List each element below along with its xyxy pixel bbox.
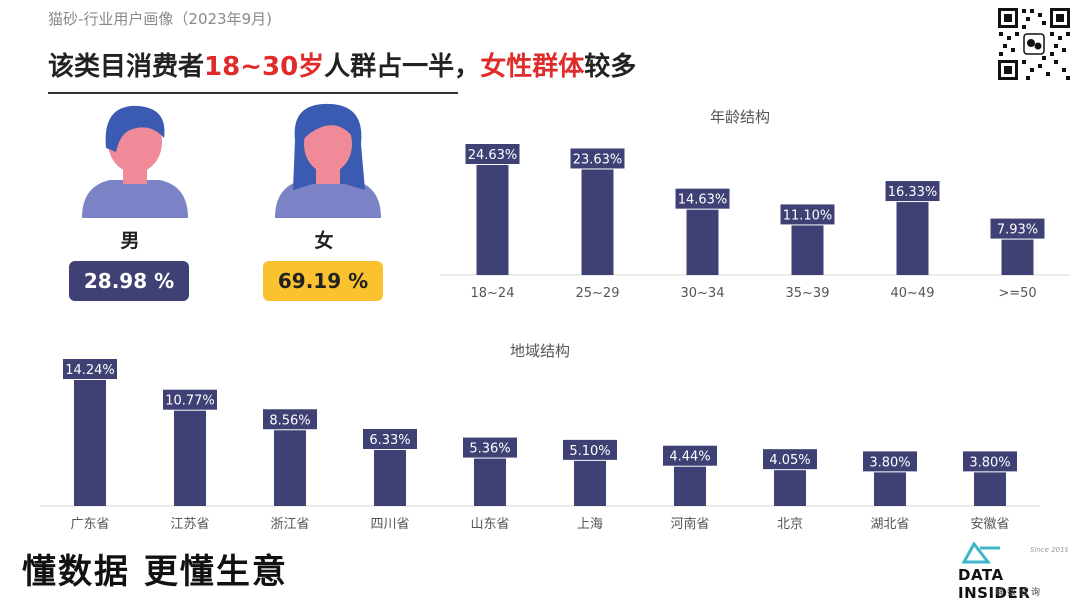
bar bbox=[474, 458, 506, 506]
bar bbox=[476, 165, 509, 275]
category-label: 四川省 bbox=[370, 517, 409, 532]
category-label: 安徽省 bbox=[970, 517, 1009, 532]
bar bbox=[674, 466, 706, 506]
logo-subtext: 解数咨询 bbox=[995, 588, 1044, 598]
bar bbox=[1001, 239, 1034, 275]
data-label: 14.63% bbox=[678, 193, 728, 208]
logo-text: DATA INSIDER bbox=[958, 566, 1031, 602]
category-label: 30~34 bbox=[681, 286, 725, 301]
data-label-box bbox=[570, 148, 625, 169]
bar bbox=[974, 472, 1006, 506]
category-label: 湖北省 bbox=[870, 517, 909, 532]
female-avatar-icon bbox=[275, 103, 381, 218]
bar bbox=[274, 430, 306, 506]
data-label-box bbox=[885, 181, 940, 202]
region-chart-title: 地域结构 bbox=[509, 342, 570, 360]
category-label: 18~24 bbox=[471, 286, 515, 301]
bar bbox=[581, 169, 614, 275]
data-label-box bbox=[465, 144, 520, 164]
bar bbox=[174, 410, 206, 506]
category-label: 浙江省 bbox=[270, 517, 309, 532]
bar bbox=[896, 202, 929, 275]
male-percentage-badge: 28.98 % bbox=[69, 261, 189, 301]
category-label: >=50 bbox=[998, 286, 1036, 301]
data-label-box bbox=[763, 449, 817, 470]
female-percentage-badge: 69.19 % bbox=[263, 261, 383, 301]
data-label-box bbox=[363, 428, 417, 449]
female-label: 女 bbox=[314, 230, 334, 252]
data-label: 8.56% bbox=[269, 413, 310, 428]
male-avatar-icon bbox=[82, 105, 188, 218]
data-label-box bbox=[263, 409, 317, 430]
data-label: 23.63% bbox=[573, 152, 623, 167]
data-label: 5.36% bbox=[469, 442, 510, 457]
data-label: 4.44% bbox=[669, 450, 710, 465]
data-label: 4.05% bbox=[769, 453, 810, 468]
bar bbox=[74, 380, 106, 506]
page-subtitle: 猫砂-行业用户画像（2023年9月) bbox=[48, 10, 272, 28]
category-label: 广东省 bbox=[70, 517, 109, 532]
category-label: 25~29 bbox=[576, 286, 620, 301]
data-label-box bbox=[463, 437, 517, 458]
bar bbox=[686, 209, 719, 275]
data-label-box bbox=[863, 451, 917, 472]
data-label-box bbox=[963, 451, 1017, 472]
male-label: 男 bbox=[120, 230, 140, 252]
qr-code-icon[interactable] bbox=[996, 6, 1072, 82]
data-label-box bbox=[163, 389, 217, 410]
data-label-box bbox=[675, 188, 730, 209]
data-insider-logo-icon: Since 2019 bbox=[961, 541, 1068, 564]
category-label: 35~39 bbox=[786, 286, 830, 301]
svg-text:Since 2019: Since 2019 bbox=[1030, 546, 1068, 554]
data-label: 24.63% bbox=[468, 148, 518, 163]
bar bbox=[774, 470, 806, 506]
category-label: 河南省 bbox=[670, 516, 709, 532]
data-label-box bbox=[63, 359, 117, 379]
data-label: 3.80% bbox=[869, 455, 910, 470]
headline-highlight-age: 18~30岁 bbox=[204, 52, 325, 82]
data-label: 10.77% bbox=[165, 394, 215, 409]
category-label: 山东省 bbox=[470, 517, 509, 532]
data-label: 6.33% bbox=[369, 433, 410, 448]
data-label: 14.24% bbox=[65, 363, 115, 378]
age-chart-title: 年龄结构 bbox=[709, 108, 770, 126]
bar bbox=[791, 225, 824, 275]
footer-slogan: 懂数据 更懂生意 bbox=[22, 552, 288, 592]
data-label-box bbox=[990, 218, 1045, 239]
page-headline: 该类目消费者18~30岁人群占一半，女性群体较多 bbox=[48, 46, 636, 83]
data-label-box bbox=[563, 439, 617, 460]
data-label: 3.80% bbox=[969, 455, 1010, 470]
category-label: 上海 bbox=[577, 517, 603, 532]
headline-part-2: 人群占一半， bbox=[324, 52, 481, 82]
region-bar-chart: 14.24% 广东省 10.77% 江苏省 8.56% 浙江省 6.33% 四川省 5.36% 山… bbox=[40, 359, 1040, 532]
data-label: 11.10% bbox=[783, 208, 833, 223]
data-label: 16.33% bbox=[888, 185, 938, 200]
bar bbox=[374, 449, 406, 506]
category-label: 江苏省 bbox=[170, 516, 209, 532]
data-label-box bbox=[780, 204, 835, 225]
headline-divider bbox=[48, 92, 458, 94]
headline-part-1: 该类目消费者 bbox=[48, 52, 205, 82]
age-bar-chart: 24.63% 18~24 23.63% 25~29 14.63% 30~34 11.10% 3… bbox=[440, 144, 1070, 301]
category-label: 40~49 bbox=[891, 286, 935, 301]
data-label: 5.10% bbox=[569, 444, 610, 459]
bar bbox=[574, 460, 606, 506]
headline-highlight-female: 女性群体 bbox=[480, 52, 585, 82]
bar bbox=[874, 472, 906, 506]
data-label-box bbox=[663, 445, 717, 466]
headline-part-3: 较多 bbox=[584, 52, 637, 82]
data-label: 7.93% bbox=[997, 223, 1038, 238]
category-label: 北京 bbox=[777, 517, 803, 532]
